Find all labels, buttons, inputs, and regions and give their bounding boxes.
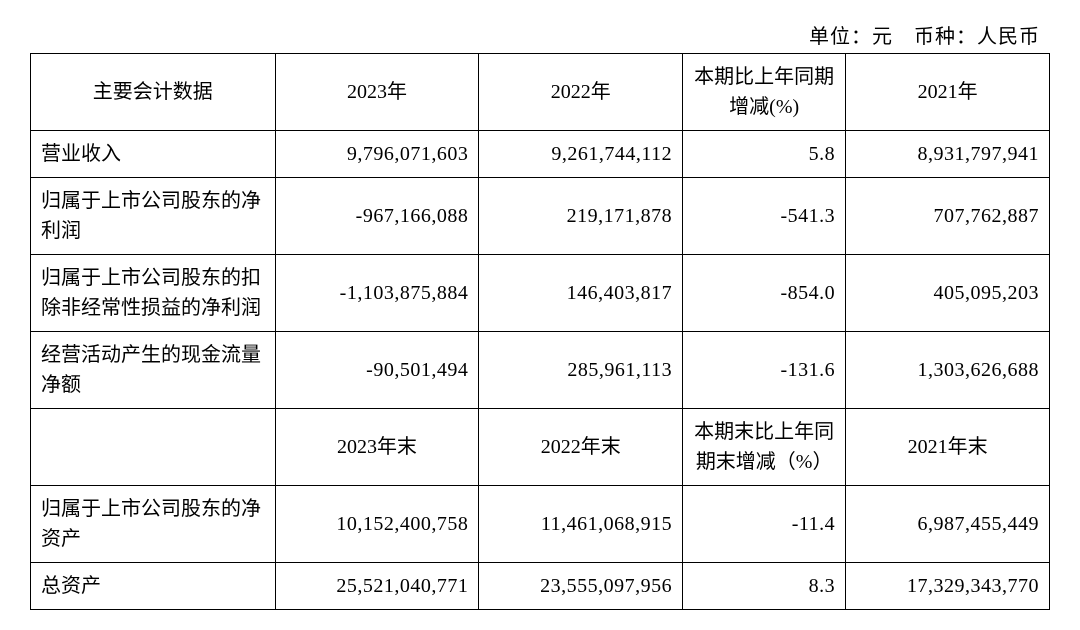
- row-label: 归属于上市公司股东的净利润: [31, 178, 276, 255]
- table-row: 经营活动产生的现金流量净额 -90,501,494 285,961,113 -1…: [31, 332, 1050, 409]
- cell-value: -131.6: [683, 332, 846, 409]
- cell-value: 17,329,343,770: [846, 563, 1050, 610]
- cell-value: 405,095,203: [846, 255, 1050, 332]
- header-2023: 2023年: [275, 54, 479, 131]
- cell-value: 9,796,071,603: [275, 131, 479, 178]
- subheader-label: [31, 409, 276, 486]
- cell-value: 25,521,040,771: [275, 563, 479, 610]
- cell-value: -854.0: [683, 255, 846, 332]
- row-label: 总资产: [31, 563, 276, 610]
- cell-value: 6,987,455,449: [846, 486, 1050, 563]
- cell-value: 1,303,626,688: [846, 332, 1050, 409]
- subheader-change-pct: 本期末比上年同期末增减（%）: [683, 409, 846, 486]
- cell-value: 11,461,068,915: [479, 486, 683, 563]
- cell-value: 146,403,817: [479, 255, 683, 332]
- cell-value: 285,961,113: [479, 332, 683, 409]
- table-subheader-row: 2023年末 2022年末 本期末比上年同期末增减（%） 2021年末: [31, 409, 1050, 486]
- cell-value: -11.4: [683, 486, 846, 563]
- cell-value: -967,166,088: [275, 178, 479, 255]
- header-change-pct: 本期比上年同期增减(%): [683, 54, 846, 131]
- header-label: 主要会计数据: [31, 54, 276, 131]
- cell-value: 8.3: [683, 563, 846, 610]
- cell-value: 707,762,887: [846, 178, 1050, 255]
- table-header-row: 主要会计数据 2023年 2022年 本期比上年同期增减(%) 2021年: [31, 54, 1050, 131]
- table-row: 归属于上市公司股东的净利润 -967,166,088 219,171,878 -…: [31, 178, 1050, 255]
- cell-value: 23,555,097,956: [479, 563, 683, 610]
- cell-value: 5.8: [683, 131, 846, 178]
- cell-value: -1,103,875,884: [275, 255, 479, 332]
- financial-data-table: 主要会计数据 2023年 2022年 本期比上年同期增减(%) 2021年 营业…: [30, 53, 1050, 610]
- row-label: 营业收入: [31, 131, 276, 178]
- table-row: 归属于上市公司股东的净资产 10,152,400,758 11,461,068,…: [31, 486, 1050, 563]
- subheader-2022-end: 2022年末: [479, 409, 683, 486]
- subheader-2021-end: 2021年末: [846, 409, 1050, 486]
- cell-value: 219,171,878: [479, 178, 683, 255]
- unit-currency-line: 单位：元 币种：人民币: [30, 20, 1050, 49]
- cell-value: 9,261,744,112: [479, 131, 683, 178]
- row-label: 归属于上市公司股东的扣除非经常性损益的净利润: [31, 255, 276, 332]
- cell-value: -541.3: [683, 178, 846, 255]
- cell-value: 10,152,400,758: [275, 486, 479, 563]
- cell-value: 8,931,797,941: [846, 131, 1050, 178]
- subheader-2023-end: 2023年末: [275, 409, 479, 486]
- row-label: 经营活动产生的现金流量净额: [31, 332, 276, 409]
- table-row: 总资产 25,521,040,771 23,555,097,956 8.3 17…: [31, 563, 1050, 610]
- table-row: 营业收入 9,796,071,603 9,261,744,112 5.8 8,9…: [31, 131, 1050, 178]
- row-label: 归属于上市公司股东的净资产: [31, 486, 276, 563]
- cell-value: -90,501,494: [275, 332, 479, 409]
- header-2021: 2021年: [846, 54, 1050, 131]
- table-row: 归属于上市公司股东的扣除非经常性损益的净利润 -1,103,875,884 14…: [31, 255, 1050, 332]
- header-2022: 2022年: [479, 54, 683, 131]
